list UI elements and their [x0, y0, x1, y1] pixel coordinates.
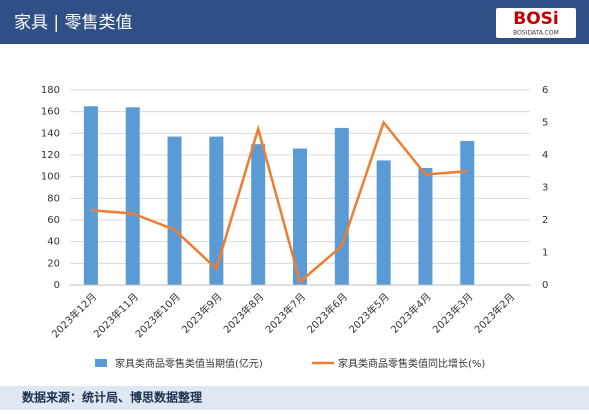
x-tick-label: 2023年10月 — [132, 290, 182, 340]
y2-tick-label: 6 — [542, 85, 548, 96]
x-tick-label: 2023年4月 — [388, 290, 434, 336]
bar — [83, 106, 98, 285]
x-tick-label: 2023年2月 — [472, 290, 518, 336]
x-tick-label: 2023年9月 — [179, 290, 225, 336]
y-tick-label: 40 — [47, 237, 60, 248]
y2-tick-label: 2 — [542, 215, 548, 226]
legend-swatch — [95, 359, 107, 367]
y-tick-label: 60 — [47, 215, 60, 226]
x-tick-label: 2023年8月 — [221, 290, 267, 336]
header-bar — [0, 0, 589, 44]
bar — [293, 148, 307, 285]
bar — [418, 168, 433, 285]
x-tick-label: 2023年6月 — [304, 290, 350, 336]
chart-title: 家具 | 零售类值 — [14, 13, 133, 33]
y-tick-label: 180 — [41, 85, 60, 96]
logo-sub: BOSIDATA.COM — [513, 30, 559, 37]
bar — [209, 136, 224, 285]
x-tick-label: 2023年7月 — [262, 290, 308, 336]
footer-bar — [0, 386, 589, 410]
y2-tick-label: 0 — [542, 280, 548, 291]
x-tick-label: 2023年3月 — [430, 290, 476, 336]
y-tick-label: 140 — [41, 128, 60, 139]
bar — [251, 144, 266, 285]
y-tick-label: 80 — [47, 193, 60, 204]
y2-tick-label: 3 — [542, 183, 548, 194]
bar — [167, 136, 182, 285]
y-tick-label: 0 — [54, 280, 60, 291]
y-tick-label: 20 — [47, 258, 60, 269]
logo-box — [496, 8, 576, 38]
legend-label: 家具类商品零售类值同比增长(%) — [338, 357, 485, 370]
y2-tick-label: 1 — [542, 248, 548, 259]
y-tick-label: 160 — [41, 107, 60, 118]
bar — [460, 140, 475, 285]
bar — [334, 127, 349, 286]
bar — [376, 160, 391, 285]
source: 数据来源：统计局、博思数据整理 — [22, 390, 202, 405]
logo: BOSi — [513, 9, 558, 29]
y2-tick-label: 5 — [542, 118, 548, 129]
line — [90, 119, 468, 284]
legend-label: 家具类商品零售类值当期值(亿元) — [115, 357, 263, 370]
y-tick-label: 120 — [41, 150, 60, 161]
bar — [125, 107, 140, 285]
y-tick-label: 100 — [41, 172, 60, 183]
y2-tick-label: 4 — [542, 150, 548, 161]
x-tick-label: 2023年5月 — [346, 290, 392, 336]
